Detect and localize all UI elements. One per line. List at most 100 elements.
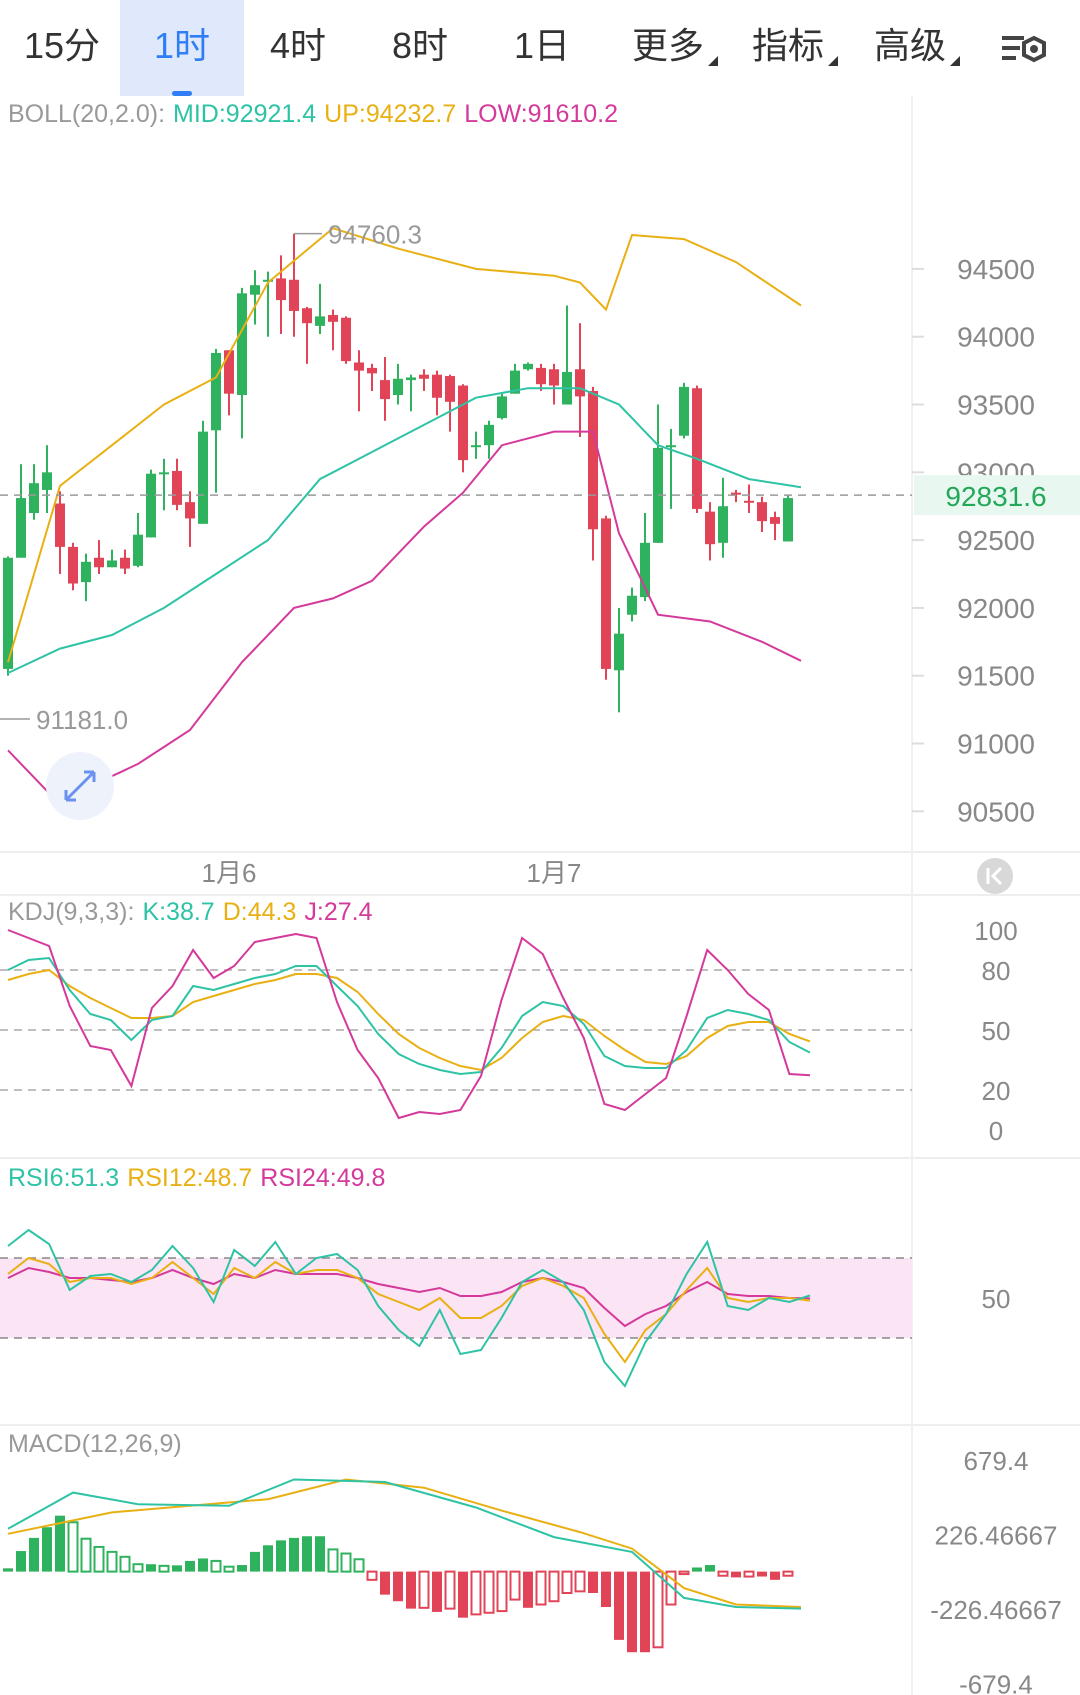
candle-body — [328, 315, 338, 322]
macd-histogram-bar — [705, 1565, 715, 1572]
tab-3[interactable]: 8时 — [358, 0, 482, 96]
macd-histogram-bar — [535, 1570, 547, 1606]
boll-mid-line — [7, 387, 802, 674]
macd-histogram-bar — [601, 1571, 611, 1607]
kdj-legend-d: D:44.3 — [223, 898, 297, 926]
candle-body — [757, 502, 767, 522]
macd-histogram-bar — [509, 1570, 521, 1601]
current-price-badge — [914, 475, 1080, 516]
macd-tick-label: 226.46667 — [935, 1520, 1058, 1550]
candle-body — [81, 561, 91, 583]
macd-histogram-bar — [418, 1570, 430, 1609]
candle-body — [770, 517, 780, 524]
candle-body — [640, 542, 650, 598]
kline-chart[interactable]: 9450094000935009300092500920009150091000… — [0, 96, 1080, 1695]
macd-histogram-bar — [67, 1521, 79, 1573]
tab-label: 4时 — [269, 25, 327, 66]
price-tick-label: 91500 — [957, 661, 1035, 692]
candle-body — [484, 424, 494, 446]
tab-5[interactable]: 更多 — [610, 0, 740, 96]
candle-body — [341, 317, 351, 362]
tab-label: 更多 — [631, 25, 704, 66]
macd-histogram-bar — [717, 1570, 729, 1577]
candle-body — [601, 518, 611, 669]
macd-histogram-bar — [757, 1571, 767, 1577]
boll-legend-title: BOLL(20,2.0): — [8, 100, 165, 128]
macd-histogram-bar — [223, 1565, 235, 1573]
kdj-j-line — [7, 929, 811, 1120]
macd-histogram-bar — [93, 1545, 105, 1573]
price-tick-label: 94000 — [957, 322, 1035, 353]
macd-histogram-bar — [574, 1570, 586, 1593]
macd-histogram-bar — [588, 1571, 598, 1593]
candle-body — [263, 279, 273, 282]
macd-histogram-bar — [3, 1568, 13, 1572]
candle-body — [146, 473, 156, 538]
candle-body — [302, 308, 312, 324]
candle-body — [731, 492, 741, 495]
candle-body — [614, 633, 624, 671]
candle-body — [250, 285, 260, 295]
macd-histogram-bar — [119, 1555, 131, 1573]
tab-6[interactable]: 指标 — [730, 0, 860, 96]
candle-body — [68, 546, 78, 584]
kdj-tick-label: 100 — [974, 916, 1017, 946]
dropdown-caret-icon — [828, 56, 838, 66]
macd-histogram-bar — [614, 1571, 624, 1640]
candle-body — [471, 445, 481, 448]
macd-histogram-bar — [652, 1570, 664, 1649]
macd-histogram-bar — [80, 1537, 92, 1573]
macd-histogram-bar — [276, 1540, 286, 1572]
high-price-label: 94760.3 — [328, 220, 422, 250]
candle-body — [211, 352, 221, 431]
macd-histogram-bar — [106, 1550, 118, 1573]
candle-body — [224, 350, 234, 394]
price-tick-label: 92500 — [957, 525, 1035, 556]
macd-tick-label: -679.4 — [959, 1669, 1033, 1695]
macd-histogram-bar — [665, 1570, 677, 1606]
candle-body — [393, 378, 403, 396]
tab-2[interactable]: 4时 — [236, 0, 360, 96]
macd-histogram-bar — [340, 1552, 352, 1573]
candle-body — [692, 388, 702, 509]
candle-body — [549, 369, 559, 386]
macd-histogram-bar — [496, 1570, 508, 1613]
macd-histogram-bar — [432, 1571, 442, 1612]
candle-body — [133, 534, 143, 566]
kdj-d-line — [7, 968, 811, 1072]
candle-body — [523, 363, 533, 370]
tab-4[interactable]: 1日 — [480, 0, 604, 96]
macd-histogram-bar — [770, 1571, 780, 1580]
macd-histogram-bar — [132, 1563, 144, 1573]
rsi-band — [0, 1258, 912, 1338]
tab-label: 1时 — [153, 25, 211, 66]
current-price-label: 92831.6 — [945, 481, 1046, 512]
kdj-tick-label: 20 — [982, 1076, 1011, 1106]
candle-body — [432, 374, 442, 398]
kdj-tick-label: 80 — [982, 956, 1011, 986]
low-price-label: 91181.0 — [36, 705, 128, 735]
tab-1[interactable]: 1时 — [120, 0, 244, 96]
kdj-legend-title: KDJ(9,3,3): — [8, 898, 134, 926]
candle-body — [354, 362, 364, 371]
boll-lower-line — [7, 430, 802, 793]
goto-latest-icon — [986, 866, 1003, 886]
macd-histogram-bar — [523, 1571, 533, 1608]
macd-histogram-bar — [146, 1564, 156, 1572]
candle-body — [744, 500, 754, 503]
price-tick-label: 92000 — [957, 593, 1035, 624]
chart-settings-icon[interactable] — [1000, 30, 1050, 70]
macd-histogram-bar — [731, 1571, 741, 1578]
macd-histogram-bar — [380, 1571, 390, 1595]
candle-body — [497, 396, 507, 419]
macd-histogram-bar — [627, 1571, 637, 1653]
tab-label: 指标 — [751, 25, 824, 66]
macd-histogram-bar — [185, 1560, 195, 1572]
candle-body — [458, 385, 468, 461]
candle-body — [510, 370, 520, 394]
macd-histogram-bar — [393, 1571, 403, 1602]
macd-histogram-bar — [470, 1570, 482, 1616]
kdj-legend-k: K:38.7 — [142, 898, 214, 926]
tab-0[interactable]: 15分 — [0, 0, 124, 96]
tab-7[interactable]: 高级 — [852, 0, 982, 96]
